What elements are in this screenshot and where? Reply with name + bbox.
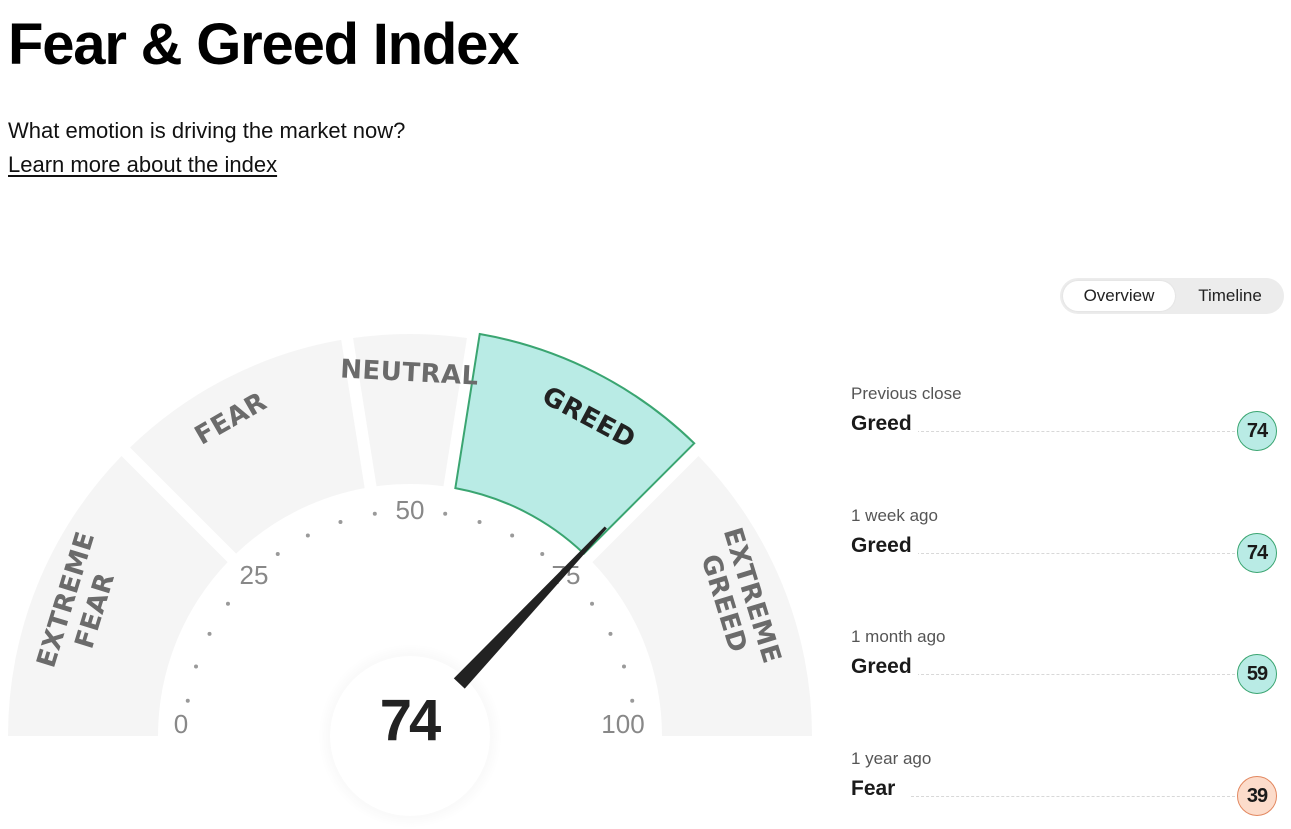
gauge-tick-dot (540, 551, 545, 556)
gauge-tick-dot (185, 698, 190, 703)
history-value-badge: 59 (1237, 654, 1277, 694)
page-subtitle: What emotion is driving the market now? (8, 118, 406, 143)
gauge-value: 74 (380, 688, 441, 753)
gauge-tick-dot (275, 551, 280, 556)
learn-more-link[interactable]: Learn more about the index (8, 152, 278, 177)
tab-overview[interactable]: Overview (1063, 281, 1175, 311)
gauge-needle (453, 526, 607, 689)
history-row-1-year-ago: 1 year ago Fear 39 (851, 749, 1281, 816)
history-row-previous-close: Previous close Greed 74 (851, 384, 1281, 451)
history-rating: Greed (851, 534, 918, 558)
gauge-tick-dot (443, 511, 448, 516)
tick-label-50: 50 (396, 495, 425, 525)
gauge-tick-dot (207, 631, 212, 636)
gauge-zone-extreme-fear (8, 456, 228, 736)
gauge-tick-dot (372, 511, 377, 516)
tick-label-100: 100 (601, 709, 644, 739)
tab-timeline[interactable]: Timeline (1198, 286, 1262, 305)
gauge-tick-dot (510, 533, 515, 538)
history-period: Previous close (851, 384, 962, 403)
history-rating: Greed (851, 412, 918, 436)
gauge-tick-dot (608, 631, 613, 636)
history-row-1-week-ago: 1 week ago Greed 74 (851, 506, 1281, 573)
dotted-leader (911, 674, 1235, 675)
gauge-zone-extreme-greed (592, 456, 812, 736)
gauge-zone-neutral (353, 334, 467, 487)
view-toggle: Overview Timeline (1060, 278, 1284, 314)
gauge-tick-dot (194, 664, 199, 669)
history-period: 1 year ago (851, 749, 932, 768)
gauge-tick-dot (477, 520, 482, 525)
gauge-center-hub (330, 656, 490, 816)
zone-label-neutral: NEUTRAL (339, 354, 479, 391)
gauge-tick-dot (225, 601, 230, 606)
dotted-leader (911, 553, 1235, 554)
gauge-tick-dot (630, 698, 635, 703)
gauge-zone-greed (454, 332, 696, 556)
gauge-zone-fear (130, 339, 365, 554)
tick-label-25: 25 (240, 560, 269, 590)
history-value-badge: 39 (1237, 776, 1277, 816)
history-value-badge: 74 (1237, 411, 1277, 451)
tick-label-0: 0 (174, 709, 188, 739)
gauge-tick-dot (590, 601, 595, 606)
page-title: Fear & Greed Index (8, 12, 519, 77)
fear-greed-gauge: EXTREME FEAR FEAR NEUTRAL GREED EXTREME … (8, 332, 812, 828)
gauge-tick-dot (621, 664, 626, 669)
history-rating: Fear (851, 777, 902, 801)
dotted-leader (911, 796, 1235, 797)
gauge-tick-dot (338, 520, 343, 525)
history-row-1-month-ago: 1 month ago Greed 59 (851, 627, 1281, 694)
history-period: 1 week ago (851, 506, 938, 525)
history-rating: Greed (851, 655, 918, 679)
history-period: 1 month ago (851, 627, 946, 646)
dotted-leader (911, 431, 1235, 432)
history-value-badge: 74 (1237, 533, 1277, 573)
gauge-tick-dot (305, 533, 310, 538)
